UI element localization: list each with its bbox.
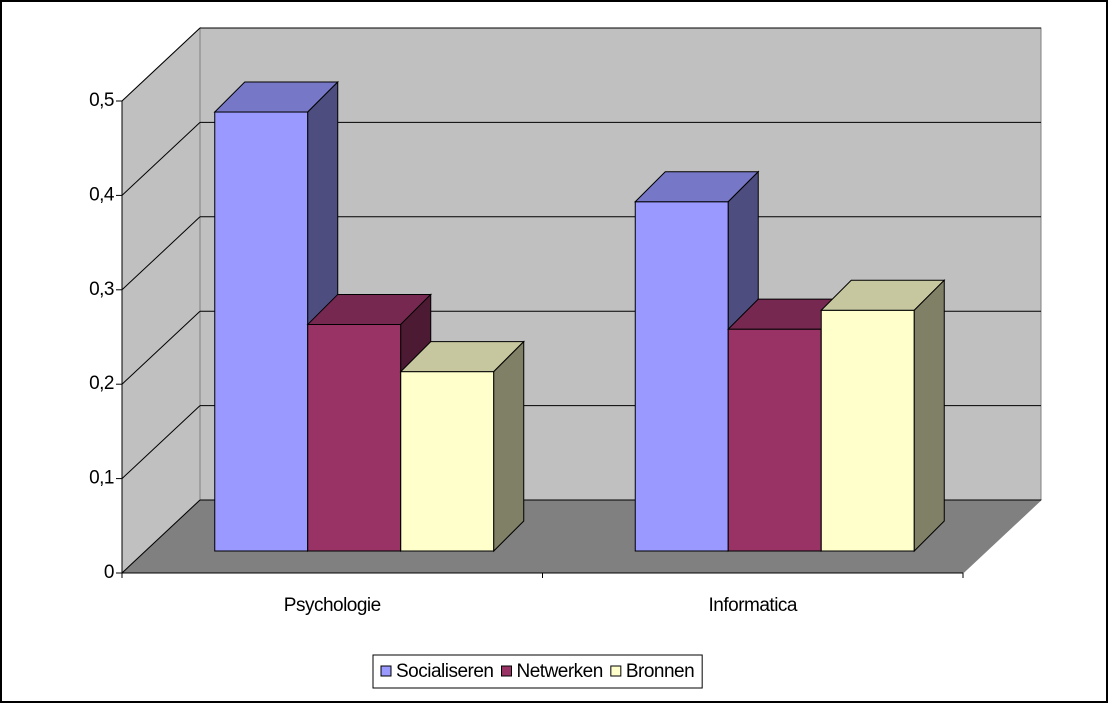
- bar-front: [727, 328, 822, 552]
- bar: [399, 340, 525, 553]
- grid-line: [121, 122, 201, 196]
- bar-side: [913, 279, 945, 553]
- bar: [820, 279, 946, 553]
- y-tick-label: 0,3: [89, 279, 114, 300]
- side-wall: [121, 26, 201, 575]
- y-tick-label: 0,5: [89, 90, 114, 111]
- grid-line: [121, 405, 201, 479]
- legend-swatch: [380, 665, 392, 677]
- legend: Socialiseren Netwerken Bronnen: [372, 654, 703, 689]
- legend-label: Bronnen: [626, 661, 694, 682]
- legend-label: Socialiseren: [396, 661, 494, 682]
- y-tick-label: 0,2: [89, 373, 114, 394]
- grid-line: [121, 499, 201, 574]
- y-tick-label: 0: [104, 562, 114, 583]
- bar-side: [493, 340, 525, 553]
- legend-box: [372, 654, 703, 689]
- grid-line: [121, 27, 201, 102]
- bar-front: [307, 323, 402, 552]
- legend-swatch: [610, 665, 622, 677]
- grid-line: [121, 310, 201, 385]
- x-tick-label: Psychologie: [284, 595, 381, 616]
- y-tick-label: 0,1: [89, 468, 114, 489]
- bar-front: [820, 309, 915, 552]
- y-tick-label: 0,4: [89, 184, 115, 205]
- bar-front: [634, 201, 729, 552]
- bar-front: [214, 111, 309, 552]
- legend-swatch: [501, 665, 512, 677]
- x-tick-label: Informatica: [709, 595, 798, 616]
- legend-label: Netwerken: [517, 661, 603, 682]
- bar-front: [400, 371, 495, 552]
- grid-line: [121, 216, 201, 291]
